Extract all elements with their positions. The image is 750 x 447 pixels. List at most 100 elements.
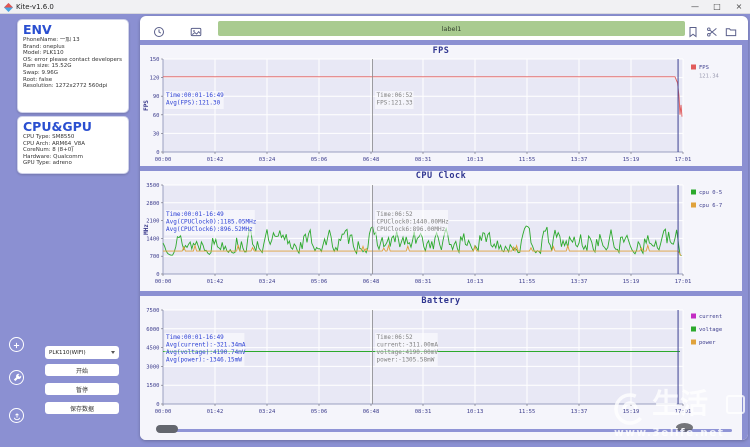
- minimize-button[interactable]: —: [691, 2, 699, 11]
- svg-text:2100: 2100: [146, 219, 159, 225]
- svg-text:03:24: 03:24: [259, 279, 276, 285]
- wrench-icon: [12, 368, 22, 387]
- svg-text:0: 0: [156, 150, 159, 156]
- window-controls: — □ ×: [684, 0, 750, 13]
- svg-text:2800: 2800: [146, 201, 159, 207]
- label-bar[interactable]: label1: [218, 21, 685, 36]
- svg-text:7500: 7500: [146, 308, 159, 314]
- info-line: Resolution: 1272x2772 560dpi: [23, 83, 108, 90]
- svg-text:13:37: 13:37: [571, 279, 588, 285]
- svg-text:17:01: 17:01: [675, 279, 692, 285]
- chart-title-cpu-clock: CPU Clock: [415, 171, 467, 181]
- device-select[interactable]: PLK110(WIFI): [45, 346, 119, 359]
- folder-icon[interactable]: [725, 23, 737, 37]
- section-divider: [140, 40, 748, 45]
- info-line: Model: PLK110: [23, 50, 64, 57]
- info-line: Brand: oneplus: [23, 43, 65, 50]
- svg-text:90: 90: [153, 94, 160, 100]
- svg-text:30: 30: [153, 131, 160, 137]
- svg-text:Avg(current):-321.34mA: Avg(current):-321.34mA: [166, 342, 246, 349]
- svg-text:Time:06:52: Time:06:52: [377, 92, 414, 99]
- env-panel-title: ENV: [23, 22, 52, 37]
- section-divider: [140, 166, 748, 171]
- svg-text:Avg(CPUClock0):1185.05MHz: Avg(CPUClock0):1185.05MHz: [166, 219, 257, 226]
- svg-text:00:00: 00:00: [155, 279, 172, 285]
- svg-text:0: 0: [156, 272, 159, 278]
- charts-area: FPS 0 30 60 90 120 150 00:00 01:42 03:24 05:06 06:4…: [140, 40, 748, 440]
- svg-text:05:06: 05:06: [311, 157, 328, 163]
- svg-text:10:13: 10:13: [467, 409, 484, 415]
- svg-text:06:48: 06:48: [363, 279, 380, 285]
- svg-text:cpu 6-7: cpu 6-7: [699, 203, 722, 209]
- svg-text:15:19: 15:19: [623, 157, 640, 163]
- maximize-button[interactable]: □: [713, 2, 721, 11]
- settings-button[interactable]: [9, 370, 24, 385]
- svg-text:Time:00:01-16:49: Time:00:01-16:49: [166, 211, 224, 218]
- svg-text:Avg(voltage):4190.74mV: Avg(voltage):4190.74mV: [166, 349, 246, 356]
- env-info-list: PhoneName: 一加 13 Brand: oneplus Model: PLK…: [23, 37, 123, 90]
- svg-text:150: 150: [150, 57, 160, 63]
- svg-text:FPS:121.33: FPS:121.33: [377, 100, 414, 107]
- svg-text:13:37: 13:37: [571, 157, 588, 163]
- timer-icon[interactable]: [153, 23, 165, 37]
- svg-text:Time:06:52: Time:06:52: [377, 211, 414, 218]
- bookmark-icon[interactable]: [687, 23, 699, 38]
- svg-text:700: 700: [150, 254, 160, 260]
- svg-text:current: current: [699, 314, 722, 320]
- svg-text:60: 60: [153, 113, 160, 119]
- info-line: PhoneName: 一加 13: [23, 37, 80, 43]
- svg-text:13:37: 13:37: [571, 409, 588, 415]
- svg-text:08:31: 08:31: [415, 279, 432, 285]
- svg-text:05:06: 05:06: [311, 279, 328, 285]
- svg-text:Time:00:01-16:49: Time:00:01-16:49: [166, 92, 224, 99]
- start-button[interactable]: 开始: [45, 364, 119, 376]
- info-line: Swap: 9.96G: [23, 69, 58, 76]
- svg-text:Time:00:01-16:49: Time:00:01-16:49: [166, 334, 224, 341]
- pause-button[interactable]: 暂停: [45, 383, 119, 395]
- info-line: Root: false: [23, 76, 53, 83]
- svg-text:power:-1305.58mW: power:-1305.58mW: [377, 357, 435, 364]
- svg-text:01:42: 01:42: [207, 157, 224, 163]
- app-logo-icon: [4, 0, 13, 16]
- legend: cpu 0-5 cpu 6-7: [691, 189, 722, 209]
- chart-title-fps: FPS: [432, 46, 450, 56]
- svg-text:cpu 0-5: cpu 0-5: [699, 190, 722, 196]
- svg-text:17:01: 17:01: [675, 409, 692, 415]
- svg-text:voltage: voltage: [699, 327, 722, 333]
- svg-text:11:55: 11:55: [519, 157, 536, 163]
- info-line: CPU Arch: ARM64_V8A: [23, 140, 86, 147]
- plus-icon: [12, 335, 21, 354]
- svg-text:3000: 3000: [146, 364, 159, 370]
- chart-title-battery: Battery: [421, 296, 461, 306]
- image-icon[interactable]: [190, 23, 202, 37]
- horizontal-scrollbar-thumb[interactable]: [156, 425, 178, 433]
- svg-text:06:48: 06:48: [363, 409, 380, 415]
- env-panel: ENV PhoneName: 一加 13 Brand: oneplus Model:…: [17, 19, 129, 113]
- add-button[interactable]: [9, 337, 24, 352]
- horizontal-scrollbar-track[interactable]: [158, 429, 732, 432]
- legend: current voltage power: [691, 313, 722, 346]
- svg-text:00:00: 00:00: [155, 157, 172, 163]
- chevron-down-icon: [111, 351, 115, 354]
- label-bar-text: label1: [441, 24, 462, 33]
- svg-text:03:24: 03:24: [259, 157, 276, 163]
- window-title: Kite-v1.6.0: [16, 2, 54, 11]
- svg-text:FPS: FPS: [699, 65, 709, 71]
- section-divider: [140, 291, 748, 296]
- info-line: Ram size: 15.52G: [23, 63, 72, 70]
- upload-button[interactable]: [9, 408, 24, 423]
- save-data-button[interactable]: 保存数据: [45, 402, 119, 414]
- cpugpu-panel: CPU&GPU CPU Type: SM8550 CPU Arch: ARM64_…: [17, 116, 129, 174]
- svg-text:Avg(power):-1346.15mW: Avg(power):-1346.15mW: [166, 357, 242, 364]
- svg-text:CPUClock6:896.00MHz: CPUClock6:896.00MHz: [377, 226, 446, 233]
- scissors-icon[interactable]: [706, 23, 718, 37]
- svg-text:4500: 4500: [146, 346, 159, 352]
- svg-text:CPUClock0:1440.00MHz: CPUClock0:1440.00MHz: [377, 219, 450, 226]
- cpugpu-info-list: CPU Type: SM8550 CPU Arch: ARM64_V8A CoreN…: [23, 134, 123, 167]
- svg-text:0: 0: [156, 402, 159, 408]
- chart-cpu-clock: 0 700 1400 2100 2800 3500 00:00 01:42 03:24 05:06…: [143, 183, 722, 285]
- close-button[interactable]: ×: [735, 2, 743, 11]
- device-select-value: PLK110(WIFI): [49, 349, 86, 356]
- svg-text:120: 120: [150, 76, 160, 82]
- legend: FPS 121.34: [691, 64, 720, 80]
